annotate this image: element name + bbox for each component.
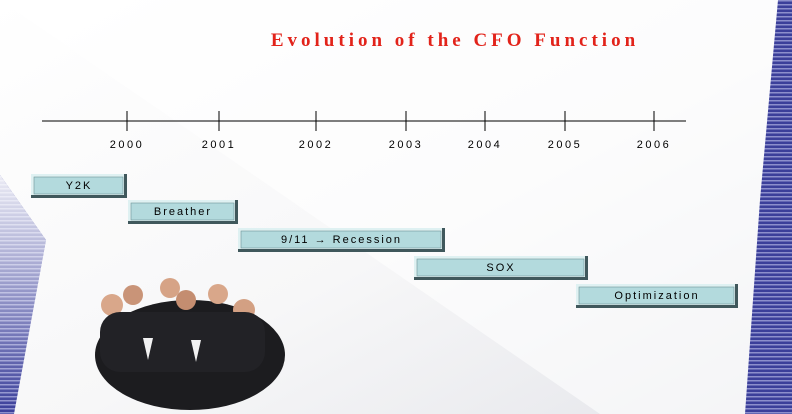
phase-label: 9/11 → Recession (281, 234, 402, 246)
year-label: 2004 (468, 139, 502, 151)
phase: Y2K (31, 174, 127, 198)
year-label: 2002 (299, 139, 333, 151)
phase: 9/11 → Recession (238, 228, 445, 252)
year-label: 2006 (637, 139, 671, 151)
slide: Evolution of the CFO Function 2000 2001 20… (0, 0, 792, 414)
year-label: 2000 (110, 139, 144, 151)
year-label: 2001 (202, 139, 236, 151)
year-label: 2003 (389, 139, 423, 151)
title: Evolution of the CFO Function (271, 30, 639, 51)
phase-label: SOX (486, 262, 515, 274)
phase-label: Y2K (66, 180, 93, 192)
phase: Breather (128, 200, 238, 224)
phase: Optimization (576, 284, 738, 308)
phase: SOX (414, 256, 588, 280)
year-label: 2005 (548, 139, 582, 151)
phase-label: Breather (154, 206, 212, 218)
phase-label: Optimization (614, 290, 699, 302)
